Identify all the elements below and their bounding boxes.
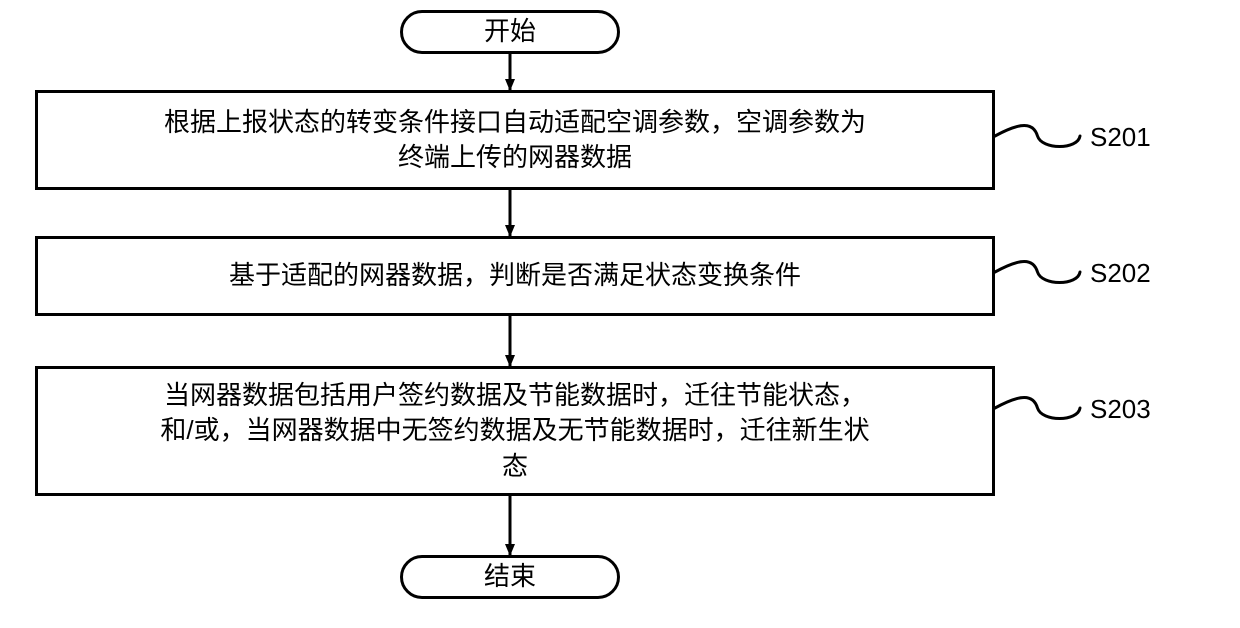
end-label: 结束 [484,559,536,594]
process-s202: 基于适配的网器数据，判断是否满足状态变换条件 [35,236,995,316]
process-s201-text: 根据上报状态的转变条件接口自动适配空调参数，空调参数为 终端上传的网器数据 [164,105,866,175]
process-s202-text: 基于适配的网器数据，判断是否满足状态变换条件 [229,258,801,293]
squiggles-group [995,126,1080,419]
start-terminator: 开始 [400,10,620,54]
start-label: 开始 [484,14,536,49]
step-label-s202: S202 [1090,258,1151,289]
process-s203-text: 当网器数据包括用户签约数据及节能数据时，迁往节能状态， 和/或，当网器数据中无签… [160,378,869,483]
process-s201: 根据上报状态的转变条件接口自动适配空调参数，空调参数为 终端上传的网器数据 [35,90,995,190]
step-label-s203: S203 [1090,394,1151,425]
end-terminator: 结束 [400,555,620,599]
flowchart-canvas: 开始 根据上报状态的转变条件接口自动适配空调参数，空调参数为 终端上传的网器数据… [0,0,1240,628]
process-s203: 当网器数据包括用户签约数据及节能数据时，迁往节能状态， 和/或，当网器数据中无签… [35,366,995,496]
step-label-s201: S201 [1090,122,1151,153]
